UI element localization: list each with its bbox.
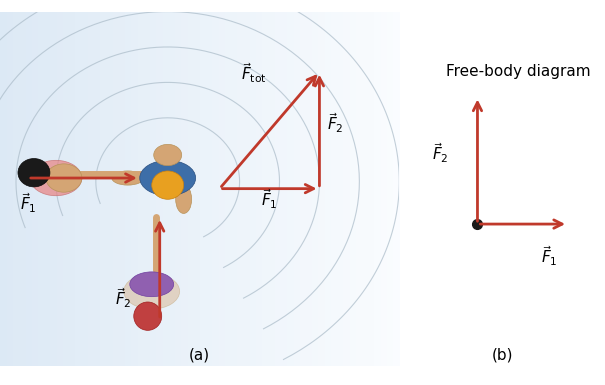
Text: Free-body diagram: Free-body diagram: [446, 64, 591, 79]
Ellipse shape: [152, 171, 184, 199]
Ellipse shape: [112, 171, 144, 185]
Text: $\vec{F}_2$: $\vec{F}_2$: [116, 286, 132, 310]
Ellipse shape: [154, 144, 182, 166]
Text: $\vec{F}_1$: $\vec{F}_1$: [541, 244, 558, 268]
Text: $\vec{F}_2$: $\vec{F}_2$: [432, 141, 449, 165]
Text: (b): (b): [491, 347, 513, 362]
Ellipse shape: [124, 274, 180, 309]
Ellipse shape: [140, 160, 195, 196]
Ellipse shape: [30, 160, 82, 196]
Text: $\vec{F}_1$: $\vec{F}_1$: [261, 187, 278, 211]
Text: (a): (a): [189, 347, 210, 362]
Ellipse shape: [134, 302, 162, 330]
Text: $\vec{F}_2$: $\vec{F}_2$: [327, 111, 344, 135]
Ellipse shape: [175, 185, 192, 213]
Ellipse shape: [46, 164, 82, 192]
Text: $\vec{F}_1$: $\vec{F}_1$: [19, 191, 36, 214]
Text: $\vec{F}_{\mathrm{tot}}$: $\vec{F}_{\mathrm{tot}}$: [241, 62, 266, 85]
Ellipse shape: [129, 272, 174, 297]
Circle shape: [18, 159, 50, 187]
